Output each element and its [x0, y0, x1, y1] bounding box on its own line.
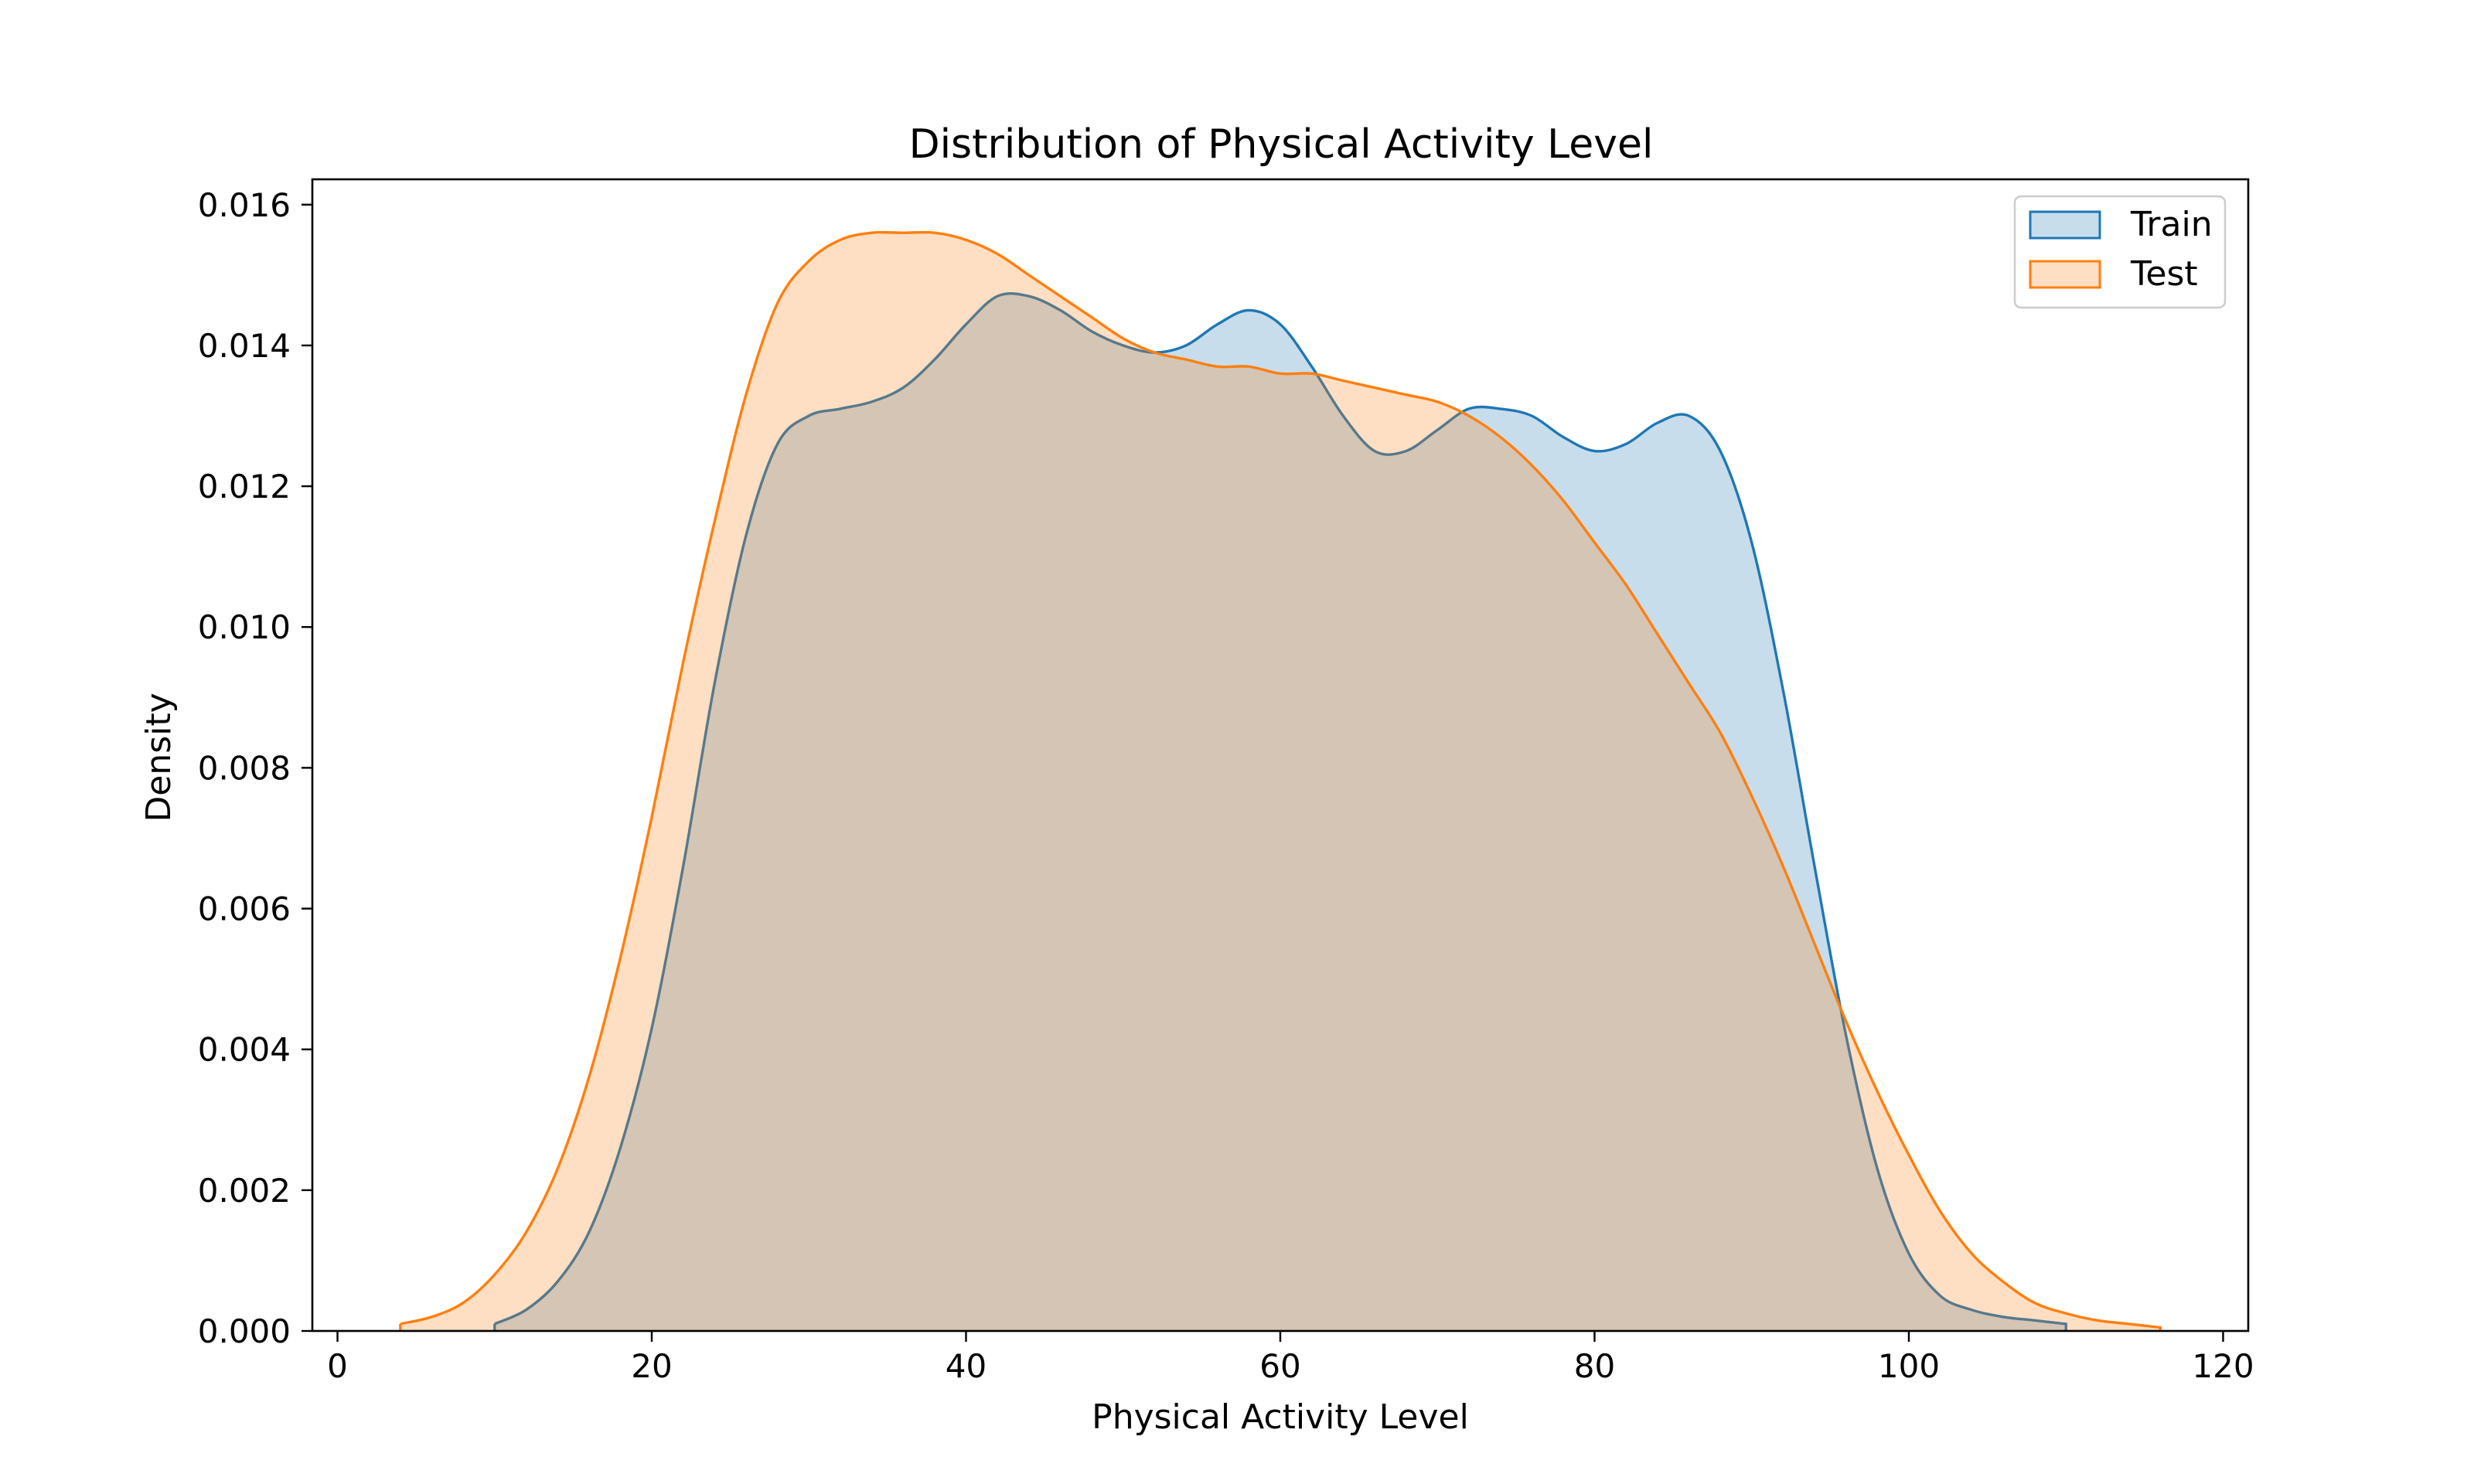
density-area-test	[400, 232, 2161, 1332]
legend-frame	[2013, 195, 2227, 309]
y-tick-label: 0.014	[198, 327, 291, 365]
x-tick-label: 120	[2192, 1347, 2254, 1385]
series-layer	[399, 230, 2162, 1332]
density-line-train	[494, 292, 2067, 1331]
y-tick-label: 0.010	[198, 608, 291, 646]
y-tick-label: 0.016	[198, 186, 291, 224]
legend-swatch-test	[2029, 260, 2101, 289]
density-line-test	[400, 230, 2162, 1331]
x-tick-label: 60	[1259, 1347, 1300, 1385]
x-tick-label: 80	[1574, 1347, 1615, 1385]
y-tick-label: 0.012	[198, 468, 291, 505]
y-tick-label: 0.000	[198, 1312, 291, 1350]
legend-swatch-train	[2029, 210, 2101, 240]
legend: Train Test	[2013, 195, 2227, 309]
y-tick-label: 0.008	[198, 749, 291, 787]
legend-label-test: Test	[2130, 254, 2198, 294]
density-area-train	[494, 293, 2067, 1332]
y-axis-label: Density	[139, 693, 179, 822]
y-tick-label: 0.002	[198, 1172, 291, 1210]
x-tick-label: 100	[1878, 1347, 1940, 1385]
x-tick-label: 40	[946, 1347, 987, 1385]
x-axis-label: Physical Activity Level	[1092, 1397, 1469, 1437]
legend-label-train: Train	[2130, 205, 2213, 244]
x-axis: 0 20 40 60 80 100 120	[327, 1331, 2254, 1385]
y-axis: 0.000 0.002 0.004 0.006 0.008 0.010 0.012 0.014…	[198, 186, 312, 1350]
chart-title: Distribution of Physical Activity Level	[909, 121, 1654, 168]
x-tick-label: 0	[327, 1347, 348, 1385]
y-tick-label: 0.004	[198, 1031, 291, 1069]
x-tick-label: 20	[631, 1347, 672, 1385]
y-tick-label: 0.006	[198, 890, 291, 928]
